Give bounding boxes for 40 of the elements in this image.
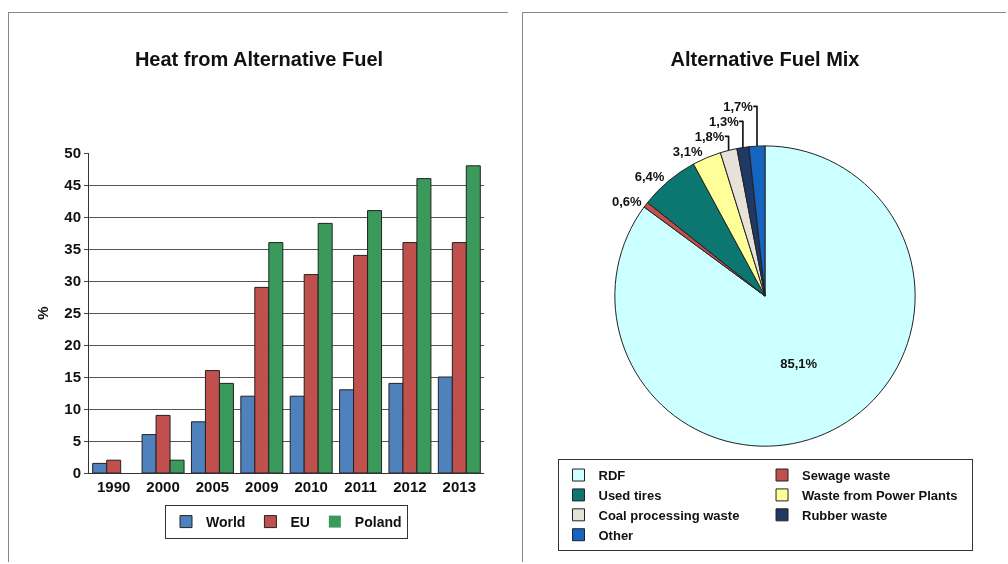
legend-label: Other <box>598 527 634 543</box>
y-tick-label: 15 <box>64 368 81 386</box>
y-tick-label: 30 <box>64 272 81 290</box>
y-tick-label: 0 <box>72 464 81 482</box>
y-axis-title: % <box>33 306 51 320</box>
chart-title: Heat from Alternative Fuel <box>134 47 384 70</box>
pie-slice <box>614 145 916 447</box>
data-label: 3,1% <box>672 143 703 159</box>
y-tick-label: 50 <box>64 144 81 162</box>
legend-label: RDF <box>598 468 626 484</box>
y-tick-label: 45 <box>64 176 81 194</box>
data-label: 85,1% <box>780 355 818 371</box>
legend-label: Rubber waste <box>802 507 888 523</box>
legend-label: World <box>206 514 246 531</box>
legend-label: EU <box>290 514 310 531</box>
y-tick-label: 35 <box>64 240 81 258</box>
x-tick-label: 2005 <box>195 478 230 495</box>
x-tick-label: 2012 <box>393 478 427 495</box>
legend-label: Poland <box>354 514 402 531</box>
y-tick-label: 40 <box>64 208 81 226</box>
legend-label: Used tires <box>598 487 662 503</box>
legend-label: Waste from Power Plants <box>802 487 958 503</box>
data-label: 6,4% <box>634 169 665 185</box>
x-tick-label: 2010 <box>294 478 328 495</box>
data-label: 1,7% <box>723 98 754 114</box>
x-tick-label: 2013 <box>442 478 476 495</box>
y-tick-label: 25 <box>64 304 81 322</box>
data-label: 1,3% <box>709 113 740 129</box>
x-tick-label: 1990 <box>97 478 131 495</box>
y-tick-label: 5 <box>72 432 81 450</box>
x-tick-label: 2000 <box>146 478 180 495</box>
data-label: 0,6% <box>611 194 643 210</box>
data-label: 1,8% <box>694 128 725 144</box>
y-tick-label: 10 <box>64 400 81 418</box>
x-tick-label: 2009 <box>245 478 279 495</box>
legend-label: Coal processing waste <box>598 507 740 523</box>
legend-label: Sewage waste <box>802 468 891 484</box>
y-tick-label: 20 <box>64 336 81 354</box>
x-tick-label: 2011 <box>344 478 377 495</box>
chart-title: Alternative Fuel Mix <box>670 47 860 70</box>
